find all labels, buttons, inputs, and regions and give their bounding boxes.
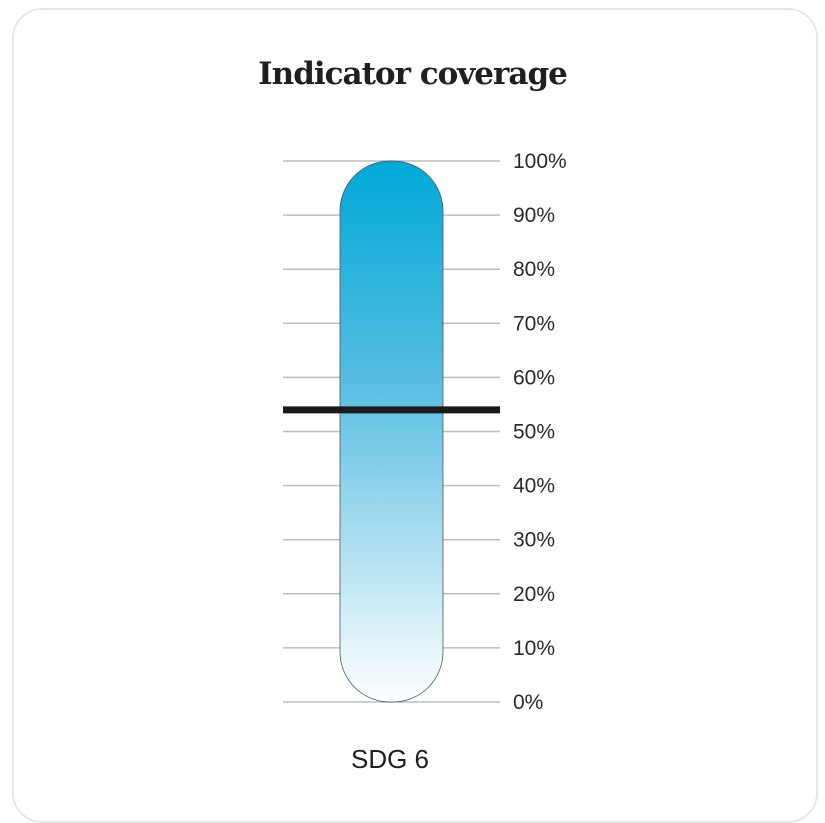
bars bbox=[339, 160, 444, 703]
y-tick-label-80: 80% bbox=[513, 258, 555, 281]
y-tick-label-50: 50% bbox=[513, 421, 555, 444]
y-tick-label-10: 10% bbox=[513, 637, 555, 660]
category-label: SDG 6 bbox=[350, 744, 430, 774]
y-tick-label-20: 20% bbox=[513, 583, 555, 606]
y-tick-label-0: 0% bbox=[513, 691, 543, 714]
y-tick-label-70: 70% bbox=[513, 312, 555, 335]
y-tick-label-100: 100% bbox=[513, 150, 567, 173]
y-tick-label-90: 90% bbox=[513, 204, 555, 227]
bar-sdg-6 bbox=[339, 160, 444, 703]
y-tick-label-60: 60% bbox=[513, 366, 555, 389]
y-tick-label-40: 40% bbox=[513, 475, 555, 498]
y-tick-label-30: 30% bbox=[513, 529, 555, 552]
y-tick-labels: 0% 10% 20% 30% 40% 50% 60% 70% 80% 90% 100% bbox=[513, 150, 567, 714]
chart-title: Indicator coverage bbox=[258, 56, 568, 92]
